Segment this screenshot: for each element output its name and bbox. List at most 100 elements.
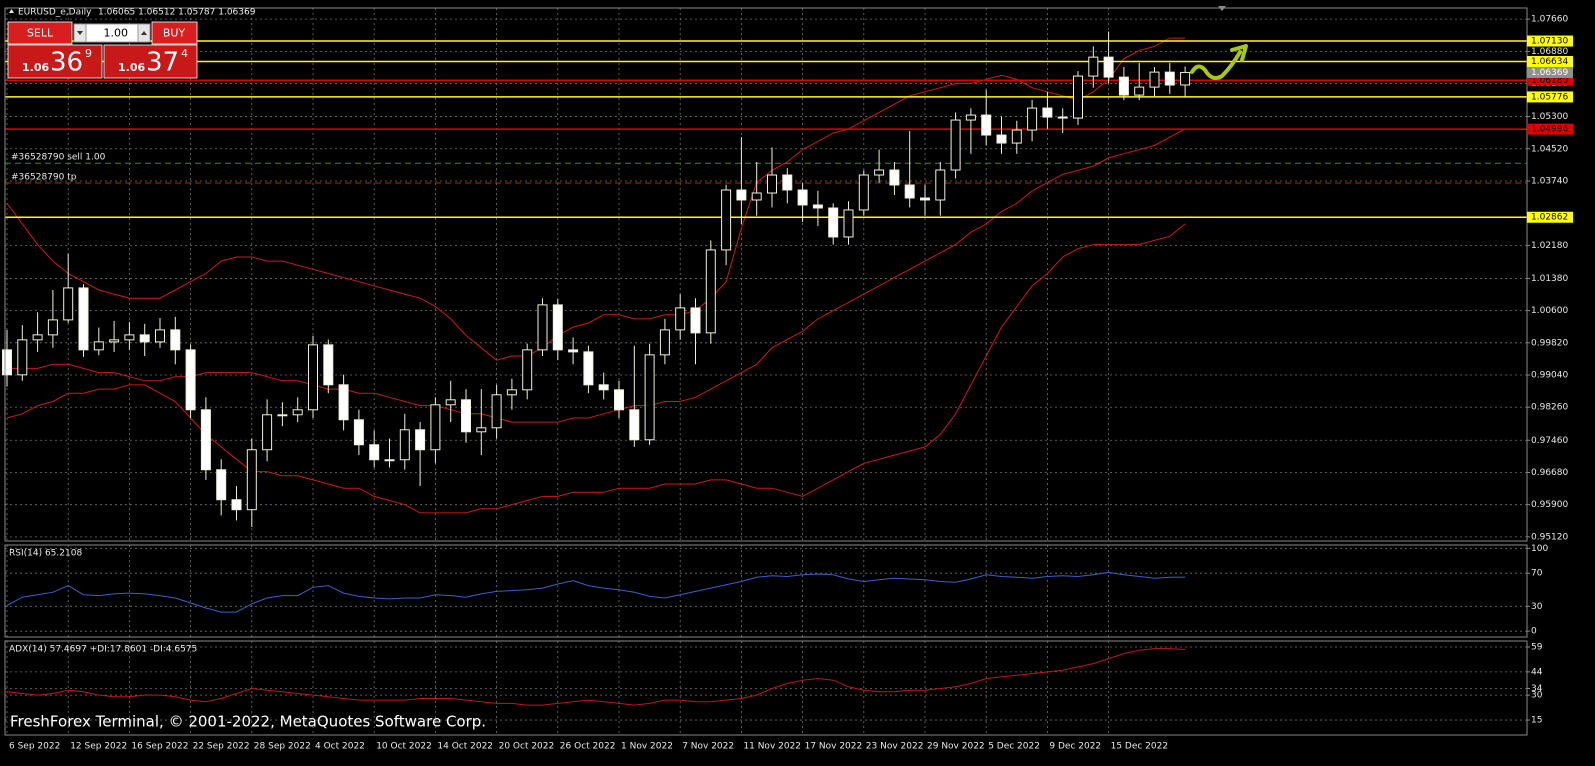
y-tick-label: 1.04520	[1531, 144, 1568, 154]
x-tick-label: 10 Oct 2022	[376, 742, 432, 752]
ask-prefix: 1.06	[118, 61, 145, 74]
y-tick-label: 100	[1531, 544, 1548, 554]
y-tick-label: 0.97460	[1531, 436, 1568, 446]
bid-pips: 36	[50, 48, 83, 78]
y-tick-label: 0.95120	[1531, 532, 1568, 542]
bid-point: 9	[85, 47, 92, 60]
bid-box[interactable]	[7, 44, 103, 79]
candle-body	[32, 334, 43, 341]
x-tick-label: 5 Dec 2022	[988, 742, 1040, 752]
candle-body	[965, 114, 976, 121]
lot-up-icon	[141, 31, 147, 35]
x-tick-label: 28 Sep 2022	[254, 742, 311, 752]
candle-body	[721, 189, 732, 251]
candle-body	[812, 204, 823, 209]
candle-body	[109, 339, 120, 343]
candle-body	[996, 134, 1007, 144]
main-panel-border	[4, 7, 1528, 542]
ask-box[interactable]	[103, 44, 198, 79]
x-tick-label: 14 Oct 2022	[437, 742, 493, 752]
bollinger-band	[7, 128, 1186, 423]
x-tick-label: 4 Oct 2022	[315, 742, 365, 752]
candle-body	[644, 354, 655, 441]
candle-body	[63, 287, 74, 321]
candle-body	[47, 319, 58, 336]
candle-body	[262, 414, 273, 451]
candle-body	[231, 499, 242, 511]
price-level-label: 1.05776	[1531, 92, 1568, 102]
candle-body	[614, 389, 624, 411]
candle-body	[185, 349, 196, 411]
candle-body	[767, 174, 777, 194]
buy-label: BUY	[163, 27, 186, 40]
price-level-label: 1.02862	[1531, 213, 1568, 223]
grid-layer	[5, 8, 1527, 735]
trade-panel: SELL 1.00 BUY 1.06 36 9 1.06 37 4	[7, 21, 198, 79]
buy-button[interactable]	[151, 21, 198, 45]
candle-body	[981, 114, 992, 136]
candle-body	[246, 449, 257, 511]
x-tick-label: 1 Nov 2022	[621, 742, 673, 752]
candle-body	[782, 174, 793, 191]
y-tick-label: 1.03740	[1531, 176, 1568, 186]
candle-body	[17, 339, 28, 376]
y-tick-label: 0.98260	[1531, 403, 1568, 413]
indicator-line	[6, 571, 1186, 613]
x-tick-label: 11 Nov 2022	[743, 742, 801, 752]
candle-body	[675, 307, 686, 331]
candle-body	[338, 384, 349, 421]
candle-body	[506, 389, 517, 396]
candle-body	[384, 459, 395, 462]
x-tick-label: 26 Oct 2022	[560, 742, 616, 752]
price-level-label: 1.04996	[1531, 125, 1568, 135]
price-level-label: 1.07130	[1531, 37, 1568, 47]
candle-body	[139, 334, 150, 343]
ask-point: 4	[181, 47, 188, 60]
x-tick-label: 12 Sep 2022	[70, 742, 127, 752]
candle-body	[629, 409, 640, 441]
candle-body	[552, 304, 563, 351]
lot-value: 1.00	[104, 27, 129, 40]
candle-body	[568, 349, 579, 353]
candle-body	[1073, 75, 1083, 119]
y-tick-label: 1.07660	[1531, 15, 1568, 25]
x-tick-label: 6 Sep 2022	[9, 742, 60, 752]
sell-button[interactable]	[7, 21, 73, 45]
y-tick-label: 59	[1531, 642, 1543, 652]
candle-body	[950, 119, 961, 171]
y-tick-label: 1.06880	[1531, 47, 1568, 57]
candle-body	[93, 341, 104, 351]
candle-body	[216, 469, 227, 501]
x-tick-label: 20 Oct 2022	[499, 742, 555, 752]
candle-body	[1149, 71, 1160, 88]
candle-body	[1103, 56, 1114, 78]
candle-body	[78, 287, 89, 351]
price-level-box	[1527, 35, 1573, 47]
y-tick-label: 44	[1531, 667, 1543, 677]
lot-down-icon	[77, 31, 83, 35]
rsi-panel-border	[4, 544, 1528, 638]
y-tick-label: 0.99820	[1531, 338, 1568, 348]
bollinger-band	[6, 37, 1186, 361]
candle-body	[461, 399, 471, 433]
price-level-label: 1.06180	[1531, 76, 1568, 86]
y-tick-label: 70	[1531, 569, 1543, 579]
candle-body	[323, 344, 334, 386]
indicator-line	[6, 648, 1186, 706]
price-level-box	[1527, 56, 1573, 68]
candle-body	[170, 329, 181, 351]
candle-body	[920, 197, 930, 201]
candle-body	[155, 329, 165, 343]
y-tick-label: 30	[1531, 691, 1543, 701]
x-tick-label: 23 Nov 2022	[866, 742, 924, 752]
candle-body	[537, 304, 548, 351]
candle-body	[200, 409, 211, 471]
y-tick-label: 0	[1531, 627, 1537, 637]
copyright: FreshForex Terminal, © 2001-2022, MetaQu…	[10, 713, 486, 731]
candle-body	[1134, 86, 1145, 96]
candle-body	[522, 349, 533, 391]
trade-line-label: #36528790 sell 1.00	[11, 153, 106, 163]
candle-body	[874, 169, 885, 176]
